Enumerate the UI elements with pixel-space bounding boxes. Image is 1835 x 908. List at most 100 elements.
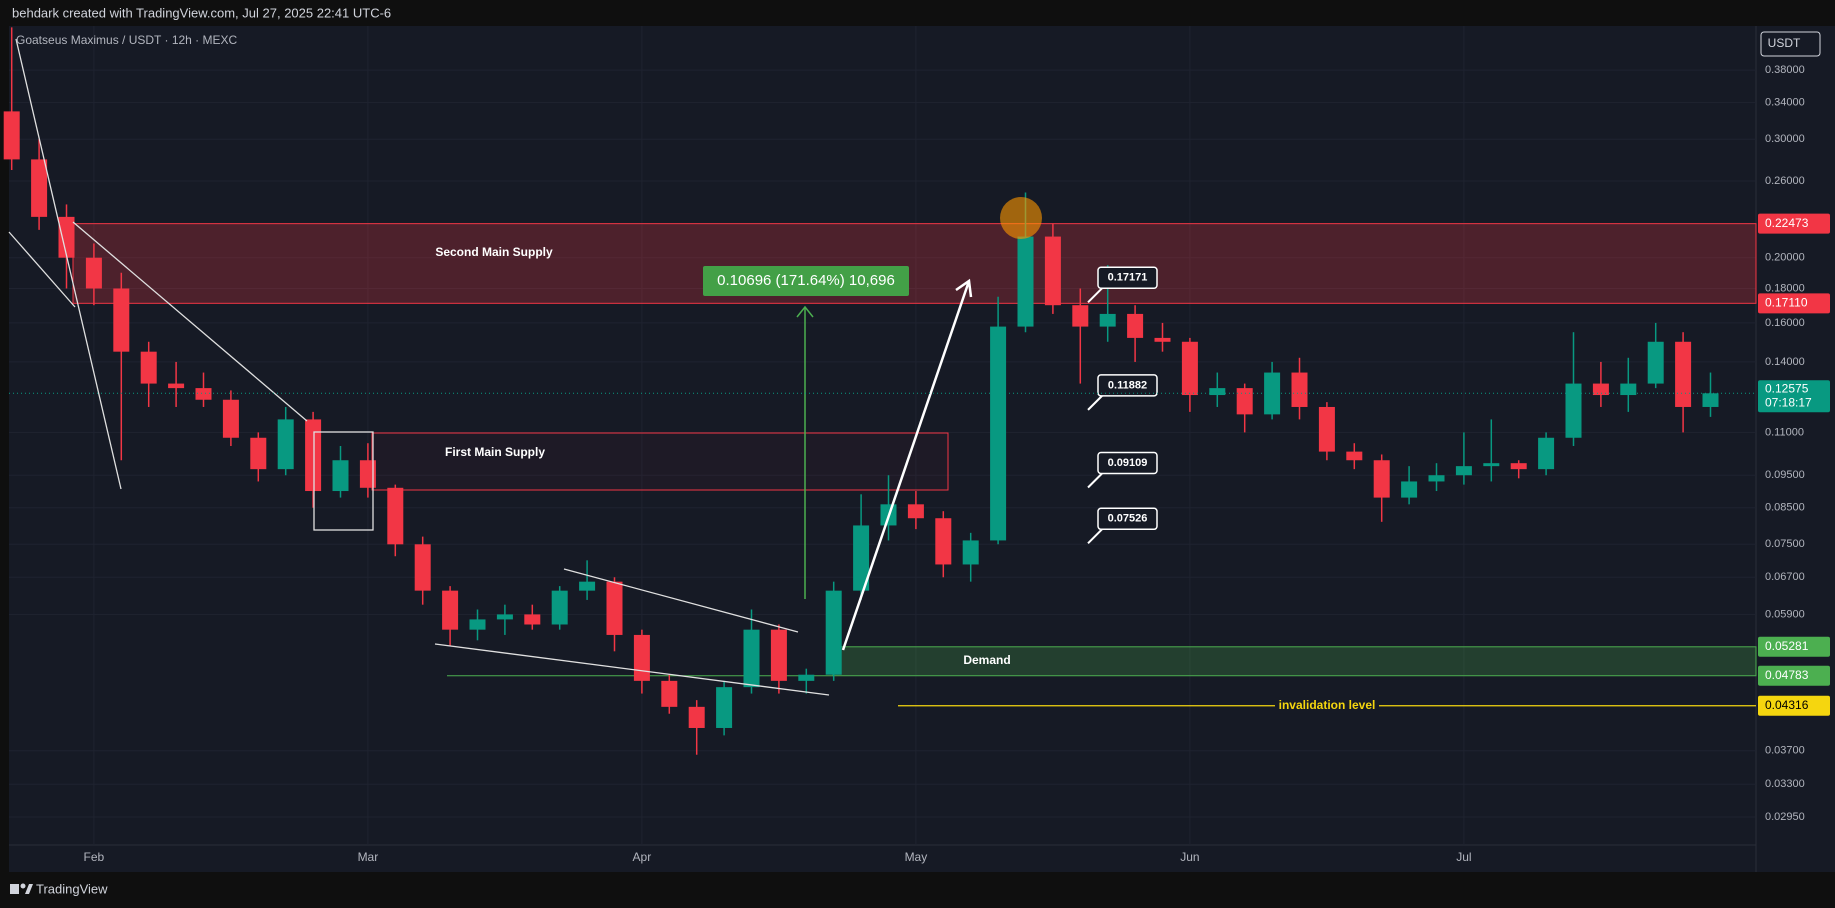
candle-body xyxy=(798,674,815,681)
callout-box xyxy=(1097,507,1158,531)
callout-label: 0.09109 xyxy=(1108,457,1148,469)
y-tick-label: 0.08500 xyxy=(1765,502,1805,514)
candle-body xyxy=(85,257,102,289)
price-tag-label: 0.04783 xyxy=(1765,668,1809,682)
candle-body xyxy=(1044,236,1061,306)
header-credit: behdark created with TradingView.com, Ju… xyxy=(12,5,391,20)
x-tick-label: Jul xyxy=(1456,850,1471,864)
candle-body xyxy=(935,518,952,565)
first-supply-zone xyxy=(371,432,949,491)
candle-body xyxy=(1592,383,1609,396)
zone-label: Demand xyxy=(963,653,1010,667)
trend-line xyxy=(434,643,830,696)
price-tag-current xyxy=(1758,380,1830,413)
trend-line xyxy=(15,38,122,490)
candle-body xyxy=(1647,341,1664,384)
candle-body xyxy=(1455,466,1472,476)
candle-body xyxy=(442,590,459,630)
trend-line xyxy=(563,568,799,633)
candle-body xyxy=(3,111,20,160)
y-tick-label: 0.14000 xyxy=(1765,356,1805,368)
price-tag-label: 0.04316 xyxy=(1765,698,1809,712)
candle-body xyxy=(1127,313,1144,338)
top-marker xyxy=(1000,197,1042,239)
candle-body xyxy=(579,581,596,591)
candle-body xyxy=(168,383,185,389)
y-tick-label: 0.16000 xyxy=(1765,317,1805,329)
measure-box xyxy=(703,266,909,296)
candle-body xyxy=(1483,463,1500,467)
price-tag xyxy=(1758,695,1830,716)
candle-body xyxy=(1510,463,1527,470)
price-tag-label: 0.22473 xyxy=(1765,216,1809,230)
brand: TradingView xyxy=(36,881,108,896)
candle-body xyxy=(305,419,322,492)
candle-body xyxy=(551,590,568,625)
candle-body xyxy=(962,540,979,565)
callout-pointer xyxy=(1087,472,1103,489)
callout-box xyxy=(1097,266,1158,290)
y-tick-label: 0.03700 xyxy=(1765,745,1805,757)
candle-body xyxy=(1346,451,1363,461)
y-tick-label: 0.26000 xyxy=(1765,175,1805,187)
candle-body xyxy=(277,419,294,470)
candle-body xyxy=(1373,460,1390,498)
candle-body xyxy=(524,614,541,625)
candle-body xyxy=(414,544,431,591)
y-tick-label: 0.07500 xyxy=(1765,538,1805,550)
price-tag-label: 0.17110 xyxy=(1765,295,1808,309)
price-tag xyxy=(1758,636,1830,657)
callout-pointer xyxy=(1087,395,1103,411)
zone-label: First Main Supply xyxy=(445,445,545,459)
y-tick-label: 0.05900 xyxy=(1765,608,1805,620)
x-tick-label: Feb xyxy=(84,850,105,864)
candle-body xyxy=(907,504,924,519)
y-tick-label: 0.09500 xyxy=(1765,469,1805,481)
invalidation-label: invalidation level xyxy=(1279,698,1376,712)
invalidation-label-bg xyxy=(1275,697,1379,714)
candle-body xyxy=(195,388,212,400)
candle-body xyxy=(1702,393,1719,407)
price-axis xyxy=(1756,26,1835,872)
candle-body xyxy=(688,706,705,728)
tradingview-logo xyxy=(10,883,33,894)
price-tag xyxy=(1758,665,1830,686)
candle-body xyxy=(1620,383,1637,396)
candle-body xyxy=(1675,341,1692,407)
candle-body xyxy=(853,525,870,591)
candle-body xyxy=(1401,481,1418,498)
price-tag xyxy=(1758,213,1830,234)
candle-body xyxy=(661,680,678,707)
currency-button[interactable] xyxy=(1760,31,1821,57)
candle-body xyxy=(1154,337,1171,342)
range-box xyxy=(313,431,374,531)
measure-arrowhead xyxy=(796,305,814,318)
zone-label: Second Main Supply xyxy=(435,245,553,259)
candle-body xyxy=(1428,475,1445,482)
x-tick-label: Apr xyxy=(633,850,652,864)
candle-body xyxy=(387,487,404,545)
candle-body xyxy=(1565,383,1582,438)
candle-body xyxy=(1291,372,1308,407)
candle-body xyxy=(222,399,239,438)
candle-body xyxy=(825,590,842,675)
candle-body xyxy=(359,460,376,488)
x-tick-label: Mar xyxy=(358,850,379,864)
y-tick-label: 0.20000 xyxy=(1765,252,1805,264)
candle-body xyxy=(1072,305,1089,327)
measure-label: 0.10696 (171.64%) 10,696 xyxy=(717,272,895,289)
callout-pointer xyxy=(1087,528,1103,545)
currency-label[interactable]: USDT xyxy=(1768,36,1801,50)
callout-label: 0.07526 xyxy=(1108,513,1148,525)
countdown: 07:18:17 xyxy=(1765,395,1812,409)
demand-zone xyxy=(832,646,1757,677)
callout-label: 0.17171 xyxy=(1108,272,1148,284)
candle-body xyxy=(990,326,1007,541)
candle-body xyxy=(743,629,760,688)
y-tick-label: 0.18000 xyxy=(1765,282,1805,294)
y-tick-label: 0.34000 xyxy=(1765,97,1805,109)
y-tick-label: 0.38000 xyxy=(1765,64,1805,76)
candle-body xyxy=(1264,372,1281,415)
candle-body xyxy=(1318,406,1335,452)
